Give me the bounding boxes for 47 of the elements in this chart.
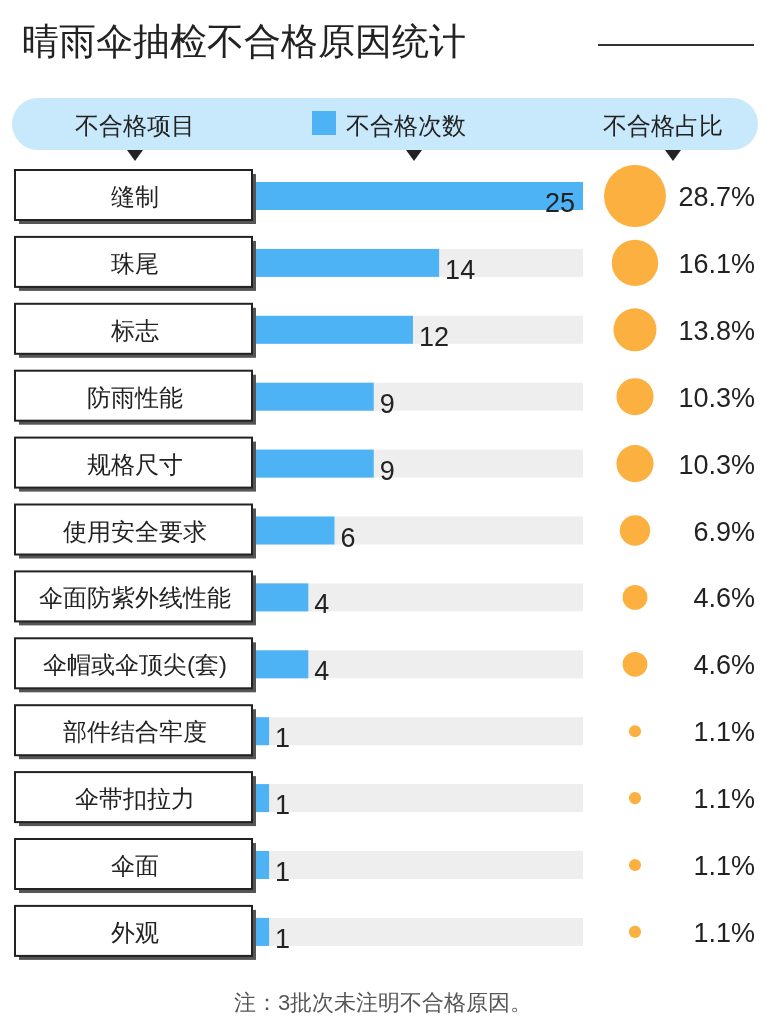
data-label: 9 xyxy=(379,455,395,486)
data-label: 6 xyxy=(340,522,356,553)
data-label: 14 xyxy=(445,254,476,285)
y-axis-title: 不合格项目 xyxy=(75,112,195,139)
data-label: 1.1% xyxy=(693,917,755,948)
bar xyxy=(256,583,309,612)
bar xyxy=(256,917,270,946)
bar xyxy=(256,717,270,746)
data-label: 4 xyxy=(314,589,330,620)
data-label: 10.3% xyxy=(678,449,755,480)
y-tick-label: 伞面防紫外线性能 xyxy=(39,584,231,612)
data-label: 1 xyxy=(275,857,291,887)
y-tick-label: 规格尺寸 xyxy=(87,450,183,478)
bar xyxy=(256,851,270,879)
data-label: 1.1% xyxy=(693,784,755,815)
y-tick-label: 外观 xyxy=(111,918,159,946)
bar xyxy=(256,650,309,679)
data-label: 1.1% xyxy=(693,851,755,881)
data-label: 12 xyxy=(418,321,450,352)
data-label: 13.8% xyxy=(678,315,755,346)
bar xyxy=(256,516,335,545)
chart-title: 晴雨伞抽检不合格原因统计 xyxy=(22,21,466,62)
data-label: 4.6% xyxy=(693,650,755,681)
y-tick-label: 伞带扣拉力 xyxy=(75,785,195,813)
data-label: 1 xyxy=(275,790,291,821)
data-label: 9 xyxy=(379,388,395,419)
y-tick-label: 部件结合牢度 xyxy=(63,718,207,746)
text: 注：3批次未注明不合格原因。 xyxy=(233,990,533,1015)
y-tick-label: 使用安全要求 xyxy=(63,517,207,545)
data-label: 16.1% xyxy=(678,248,755,279)
data-label: 10.3% xyxy=(678,382,755,413)
data-label: 4.6% xyxy=(693,583,755,614)
text: 不合格占比 xyxy=(603,112,723,139)
data-label: 1.1% xyxy=(693,717,755,748)
y-tick-label: 缝制 xyxy=(111,183,159,210)
legend-label: 不合格次数 xyxy=(346,112,466,139)
bar xyxy=(256,784,270,813)
y-tick-label: 标志 xyxy=(110,316,159,344)
data-label: 1 xyxy=(275,723,291,754)
y-tick-label: 伞面 xyxy=(111,852,159,879)
y-tick-label: 防雨性能 xyxy=(87,383,183,411)
data-label: 28.7% xyxy=(678,182,755,212)
y-tick-label: 伞帽或伞顶尖(套) xyxy=(43,651,227,679)
data-label: 6.9% xyxy=(693,516,755,547)
data-label: 4 xyxy=(314,656,330,687)
data-label: 1 xyxy=(275,923,291,954)
y-tick-label: 珠尾 xyxy=(111,249,159,277)
